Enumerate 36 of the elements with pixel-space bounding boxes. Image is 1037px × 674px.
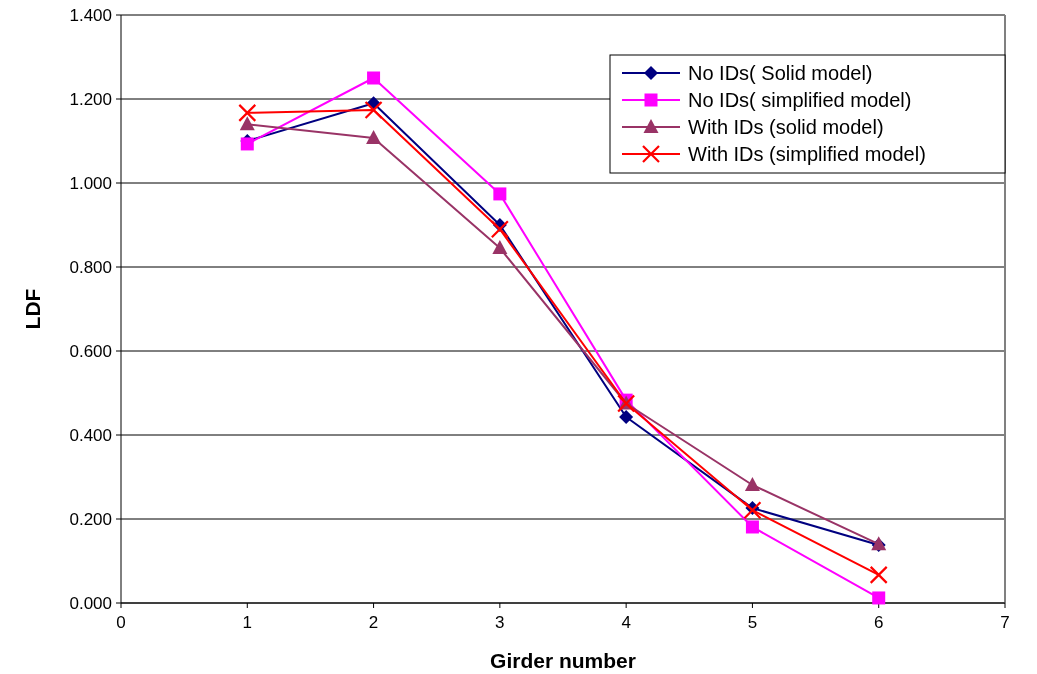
- x-tick-label: 7: [1000, 613, 1010, 632]
- legend-label: No IDs( Solid model): [688, 62, 873, 84]
- y-tick-label: 0.000: [69, 593, 112, 613]
- y-tick-label: 1.200: [69, 89, 112, 109]
- point: [493, 187, 507, 201]
- x-axis-title: Girder number: [490, 649, 636, 672]
- y-tick-label: 1.000: [69, 173, 112, 193]
- x-tick-label: 0: [116, 613, 126, 632]
- point: [869, 565, 888, 584]
- point: [364, 100, 383, 120]
- legend-label: With IDs (solid model): [688, 116, 884, 138]
- y-tick-label: 0.200: [69, 509, 112, 529]
- x-tick-label: 5: [747, 613, 758, 632]
- legend-label: No IDs( simplified model): [688, 89, 912, 111]
- point: [744, 476, 760, 491]
- x-tick-label: 6: [873, 613, 884, 632]
- x-tick-label: 2: [368, 613, 379, 632]
- legend-label: With IDs (simplified model): [688, 143, 926, 165]
- point: [367, 71, 381, 85]
- y-tick-label: 0.800: [69, 257, 112, 277]
- y-tick-label: 1.400: [69, 5, 112, 25]
- point: [238, 103, 257, 122]
- y-tick-label: 0.400: [69, 425, 112, 445]
- x-tick-label: 1: [242, 613, 253, 632]
- point: [366, 130, 382, 145]
- x-tick-label: 3: [495, 613, 505, 632]
- y-tick-label: 0.600: [69, 341, 112, 361]
- x-tick-label: 4: [621, 613, 631, 632]
- point: [743, 501, 762, 520]
- point: [872, 591, 886, 605]
- y-axis-title: LDF: [21, 288, 44, 330]
- point: [490, 220, 509, 239]
- point: [619, 409, 634, 424]
- point: [492, 240, 508, 255]
- point: [239, 116, 255, 131]
- point: [745, 520, 759, 534]
